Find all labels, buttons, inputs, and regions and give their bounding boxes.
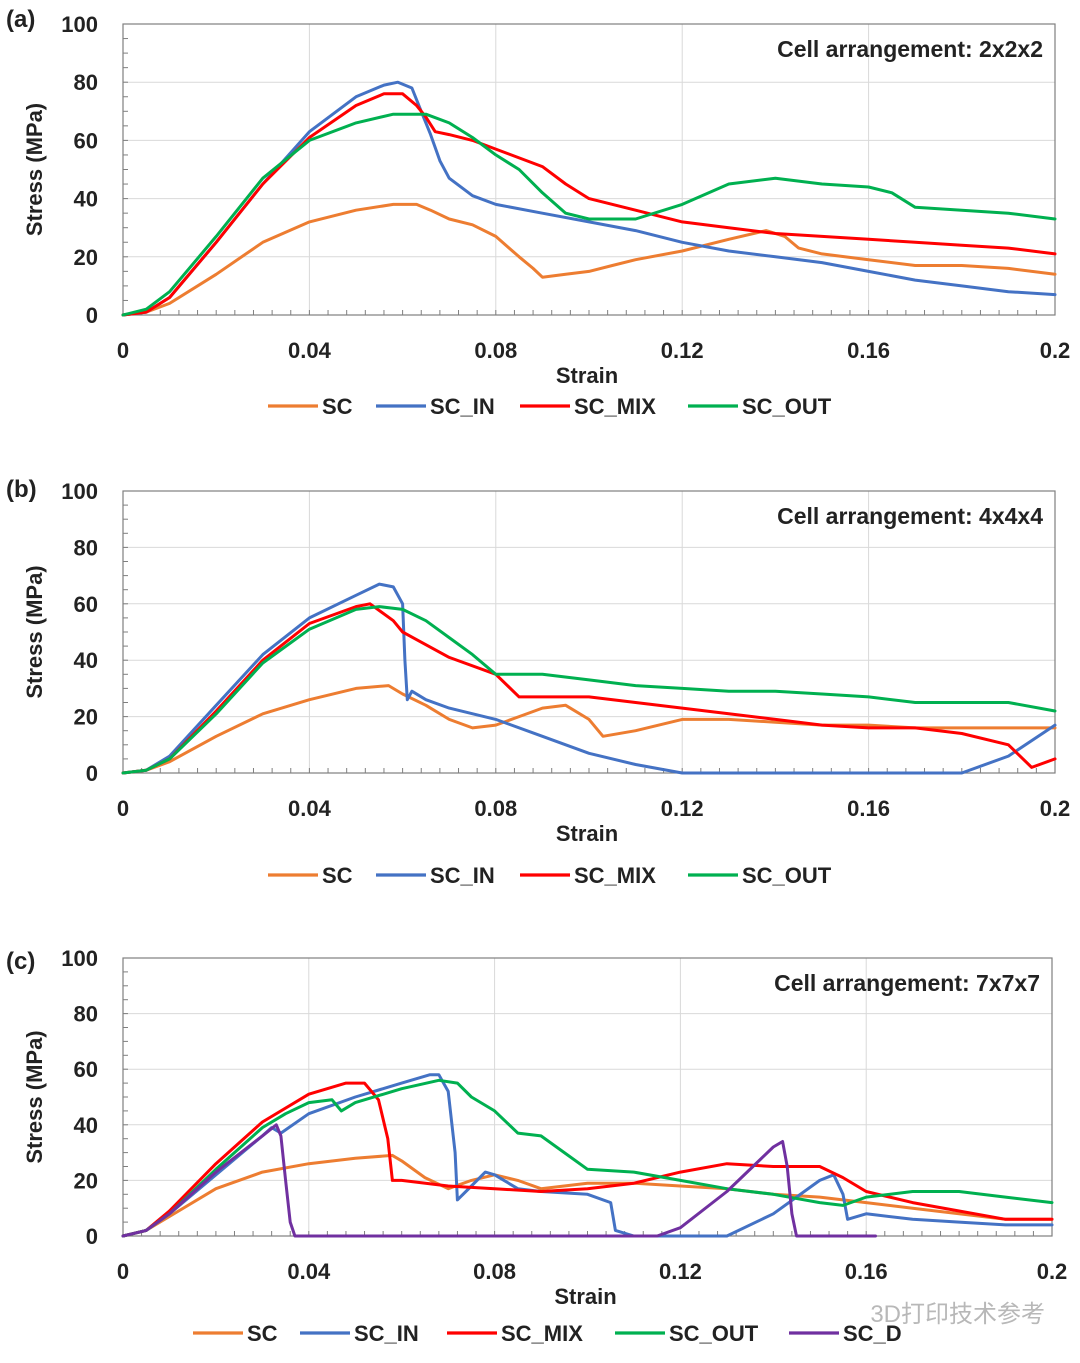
series-line-sc xyxy=(121,202,1057,317)
y-tick-label: 20 xyxy=(74,705,98,730)
x-tick-label: 0.16 xyxy=(845,1259,888,1284)
y-tick-label: 40 xyxy=(74,1113,98,1138)
x-tick-label: 0.12 xyxy=(661,338,704,363)
legend-label-sc-out: SC_OUT xyxy=(742,394,832,419)
series-line-sc-out xyxy=(121,605,1057,775)
series-line-sc-mix xyxy=(121,92,1057,317)
legend-label-sc: SC xyxy=(247,1321,278,1346)
legend-label-sc-mix: SC_MIX xyxy=(501,1321,583,1346)
y-axis-title: Stress (MPa) xyxy=(22,103,47,236)
y-tick-label: 60 xyxy=(74,592,98,617)
x-axis-title: Strain xyxy=(556,821,618,846)
x-tick-label: 0.16 xyxy=(847,796,890,821)
y-tick-label: 80 xyxy=(74,535,98,560)
legend-label-sc-in: SC_IN xyxy=(430,394,495,419)
legend-label-sc-in: SC_IN xyxy=(354,1321,419,1346)
series-line-sc-in xyxy=(121,1073,1054,1238)
panel-label: (b) xyxy=(6,476,37,503)
series-line-sc-d xyxy=(121,1123,877,1238)
y-axis-title: Stress (MPa) xyxy=(22,1030,47,1163)
legend-label-sc: SC xyxy=(322,863,353,888)
series-line-sc-mix xyxy=(121,1081,1054,1238)
plot-area-frame xyxy=(122,490,1056,774)
cell-arrangement-annotation: Cell arrangement: 7x7x7 xyxy=(774,970,1040,996)
x-tick-label: 0 xyxy=(117,1259,129,1284)
x-tick-label: 0.08 xyxy=(474,796,517,821)
chart-panel-b: 0 0.04 0.08 0.12 0.16 0.2 0 20 40 60 80 100 Strain St… xyxy=(6,476,1070,888)
y-tick-label: 60 xyxy=(74,128,98,153)
series-line-sc-out xyxy=(121,1078,1054,1238)
y-tick-label: 80 xyxy=(74,70,98,95)
series-line-sc-mix xyxy=(121,602,1057,775)
x-tick-label: 0.12 xyxy=(661,796,704,821)
y-tick-label: 100 xyxy=(61,946,98,971)
x-tick-label: 0.2 xyxy=(1040,338,1071,363)
cell-arrangement-annotation: Cell arrangement: 4x4x4 xyxy=(777,503,1043,529)
legend-label-sc-mix: SC_MIX xyxy=(574,863,656,888)
y-tick-label: 20 xyxy=(74,1168,98,1193)
watermark-text: 3D打印技术参考 xyxy=(870,1301,1045,1328)
x-tick-label: 0.16 xyxy=(847,338,890,363)
x-axis-title: Strain xyxy=(554,1284,616,1309)
x-tick-label: 0.04 xyxy=(287,1259,331,1284)
legend-label-sc-d: SC_D xyxy=(843,1321,902,1346)
x-tick-label: 0.12 xyxy=(659,1259,702,1284)
x-tick-label: 0.2 xyxy=(1037,1259,1068,1284)
panel-label: (c) xyxy=(6,948,35,975)
x-tick-label: 0.08 xyxy=(473,1259,516,1284)
x-tick-label: 0.2 xyxy=(1040,796,1071,821)
cell-arrangement-annotation: Cell arrangement: 2x2x2 xyxy=(777,36,1043,62)
y-tick-label: 0 xyxy=(86,303,98,328)
chart-panel-a: 0 0.04 0.08 0.12 0.16 0.2 0 20 40 60 80 100 Strain St… xyxy=(6,6,1070,419)
legend-label-sc-in: SC_IN xyxy=(430,863,495,888)
legend-label-sc: SC xyxy=(322,394,353,419)
y-tick-label: 40 xyxy=(74,187,98,212)
x-tick-label: 0.04 xyxy=(288,338,332,363)
legend-label-sc-out: SC_OUT xyxy=(669,1321,759,1346)
series-line-sc-in xyxy=(121,582,1057,775)
y-tick-label: 60 xyxy=(74,1057,98,1082)
y-tick-label: 0 xyxy=(86,761,98,786)
chart-panel-c: 0 0.04 0.08 0.12 0.16 0.2 0 20 40 60 80 100 Strain St… xyxy=(6,946,1067,1346)
y-tick-label: 100 xyxy=(61,479,98,504)
x-tick-label: 0 xyxy=(117,338,129,363)
x-tick-label: 0 xyxy=(117,796,129,821)
y-tick-label: 40 xyxy=(74,648,98,673)
series-line-sc-out xyxy=(121,112,1057,317)
y-axis-title: Stress (MPa) xyxy=(22,565,47,698)
series-line-sc xyxy=(121,1153,1054,1238)
y-tick-label: 20 xyxy=(74,245,98,270)
y-tick-label: 0 xyxy=(86,1224,98,1249)
y-tick-label: 100 xyxy=(61,12,98,37)
x-axis-title: Strain xyxy=(556,363,618,388)
legend-label-sc-mix: SC_MIX xyxy=(574,394,656,419)
legend-label-sc-out: SC_OUT xyxy=(742,863,832,888)
x-tick-label: 0.04 xyxy=(288,796,332,821)
panel-label: (a) xyxy=(6,6,35,33)
x-tick-label: 0.08 xyxy=(474,338,517,363)
y-tick-label: 80 xyxy=(74,1002,98,1027)
